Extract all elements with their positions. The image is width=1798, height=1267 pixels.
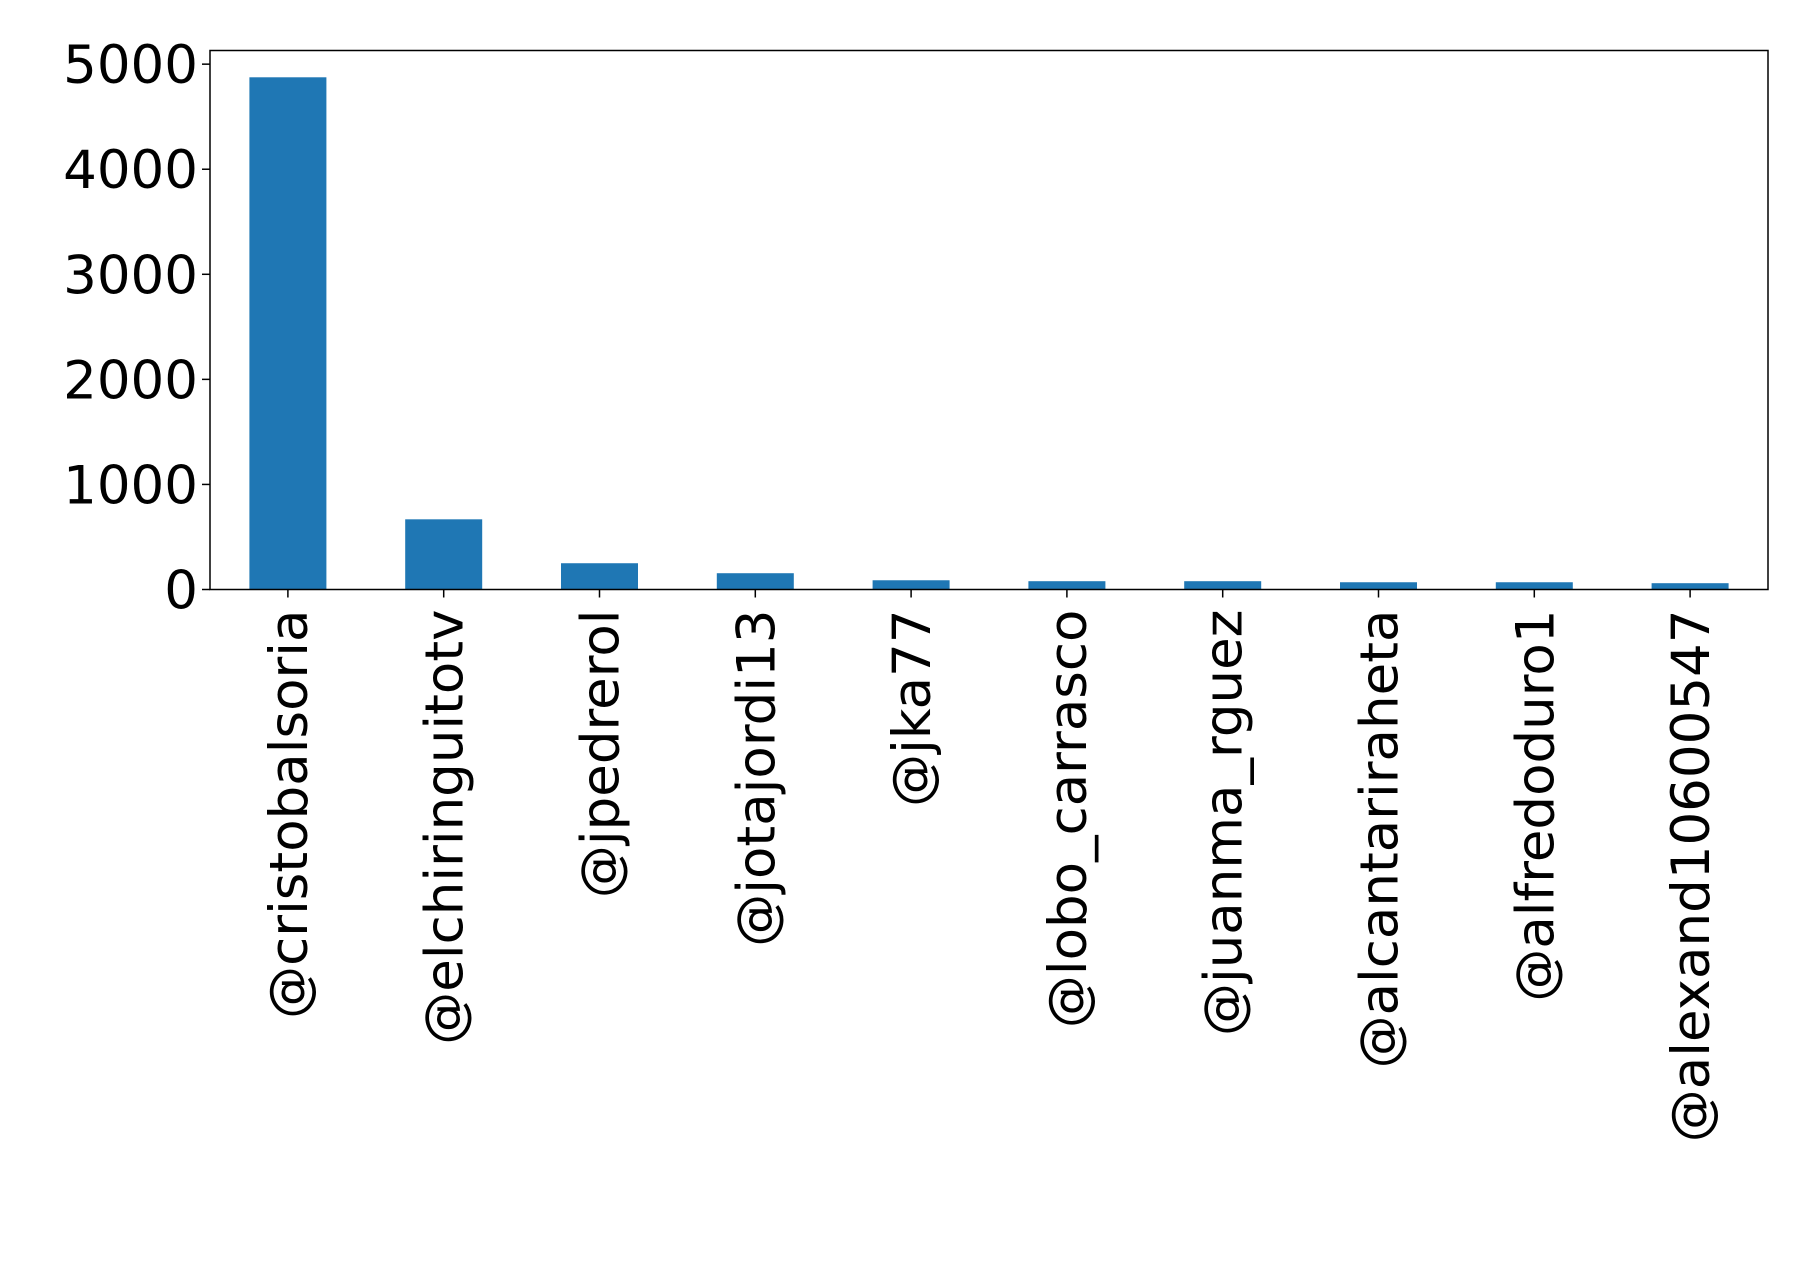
bar bbox=[1184, 581, 1262, 590]
x-tick-label: @alfredoduro1 bbox=[1505, 610, 1566, 1002]
y-tick-label: 2000 bbox=[63, 350, 198, 411]
y-tick-label: 4000 bbox=[63, 140, 198, 201]
plot-frame bbox=[209, 49, 1769, 591]
bar bbox=[716, 573, 794, 590]
bar bbox=[405, 519, 483, 590]
x-tick-label: @elchiringuitotv bbox=[415, 610, 476, 1045]
x-tick-label: @lobo_carrasco bbox=[1038, 610, 1099, 1029]
y-tick-label: 1000 bbox=[63, 455, 198, 516]
y-tick-label: 5000 bbox=[63, 35, 198, 96]
bar bbox=[1495, 582, 1573, 590]
y-tick-label: 3000 bbox=[63, 245, 198, 306]
x-tick-label: @alexand10600547 bbox=[1661, 610, 1722, 1143]
x-tick-label: @cristobalsoria bbox=[259, 610, 320, 1019]
x-tick-label: @alcantariraheta bbox=[1350, 610, 1411, 1069]
x-tick-label: @jpedrerol bbox=[571, 610, 632, 899]
x-tick-label: @juanma_rguez bbox=[1194, 610, 1255, 1037]
bar bbox=[249, 77, 327, 590]
x-tick-label: @jka77 bbox=[882, 610, 943, 807]
bar bbox=[1028, 581, 1106, 590]
x-tick-label: @jotajordi13 bbox=[726, 610, 787, 947]
y-tick-label: 0 bbox=[164, 561, 198, 622]
bar bbox=[1651, 583, 1729, 590]
bar bbox=[561, 563, 638, 590]
bar bbox=[872, 580, 950, 590]
bar bbox=[1340, 582, 1417, 590]
